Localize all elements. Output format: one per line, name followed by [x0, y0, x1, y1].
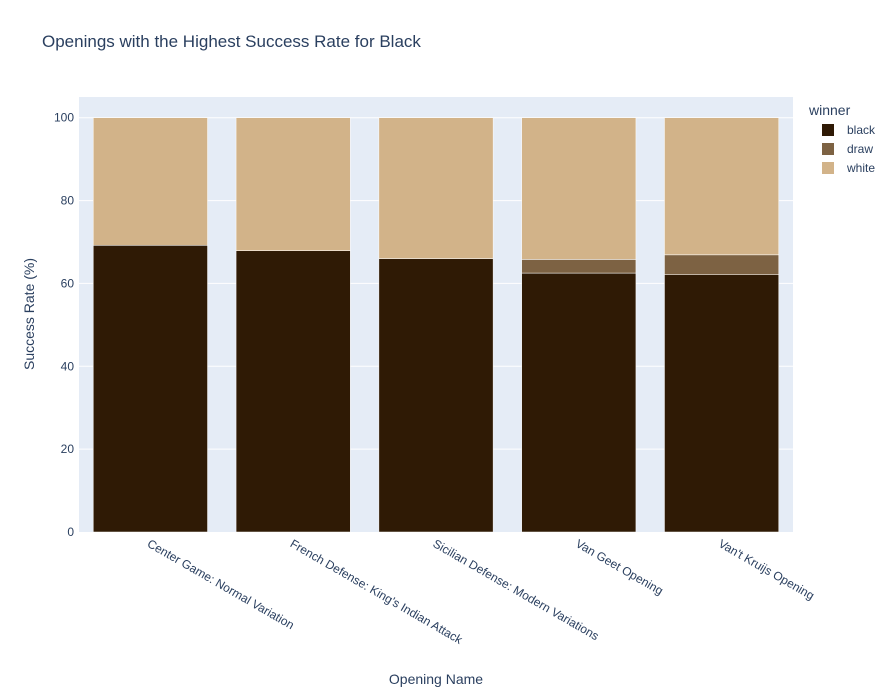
x-tick-label: Van't Kruijs Opening: [716, 536, 817, 602]
legend-label-white[interactable]: white: [846, 161, 875, 175]
bar-white[interactable]: [235, 117, 351, 251]
x-tick-label: Center Game: Normal Variation: [145, 536, 297, 632]
y-tick-label: 80: [61, 194, 75, 208]
x-axis-title: Opening Name: [389, 671, 483, 687]
y-tick-label: 20: [61, 442, 75, 456]
bars: [93, 117, 779, 533]
legend[interactable]: winner black draw white: [808, 102, 876, 175]
bar-black[interactable]: [378, 258, 494, 533]
bar-white[interactable]: [378, 117, 494, 259]
x-tick-label: Van Geet Opening: [573, 536, 665, 597]
chart-title: Openings with the Highest Success Rate f…: [42, 32, 421, 51]
legend-label-black[interactable]: black: [847, 123, 876, 137]
legend-swatch-black[interactable]: [822, 124, 834, 136]
y-tick-label: 0: [67, 525, 74, 539]
bar-draw[interactable]: [664, 254, 779, 275]
bar-draw[interactable]: [521, 259, 637, 274]
bar-black[interactable]: [664, 274, 779, 533]
legend-swatch-white[interactable]: [822, 162, 834, 174]
legend-swatch-draw[interactable]: [822, 143, 834, 155]
bar-black[interactable]: [93, 245, 208, 533]
x-tick-label: Sicilian Defense: Modern Variations: [431, 536, 602, 643]
legend-title: winner: [808, 102, 851, 118]
y-tick-label: 40: [61, 359, 75, 373]
y-tick-label: 100: [54, 111, 74, 125]
bar-black[interactable]: [521, 272, 637, 533]
bar-white[interactable]: [521, 117, 637, 260]
bar-black[interactable]: [235, 250, 351, 533]
legend-label-draw[interactable]: draw: [847, 142, 873, 156]
bar-white[interactable]: [93, 117, 208, 246]
y-axis-title: Success Rate (%): [21, 258, 37, 370]
bar-white[interactable]: [664, 117, 779, 256]
y-axis-ticks: 0 20 40 60 80 100: [54, 111, 74, 539]
y-tick-label: 60: [61, 276, 75, 290]
